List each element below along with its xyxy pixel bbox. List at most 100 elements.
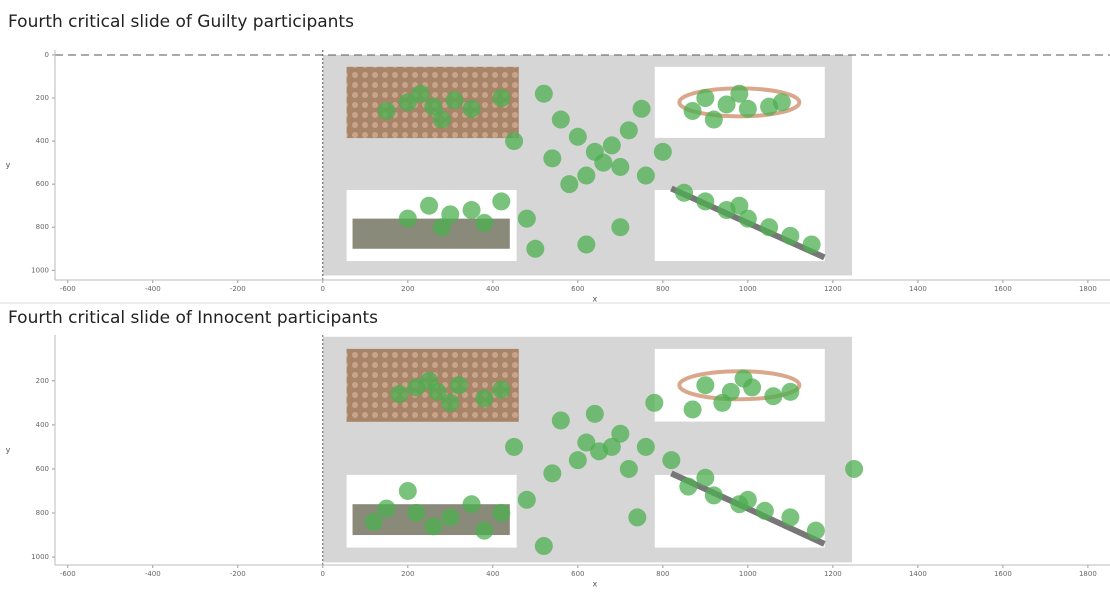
- gaze-point: [420, 371, 439, 390]
- gaze-point: [407, 504, 426, 523]
- y-axis-label: y: [6, 446, 11, 455]
- x-tick-label: 200: [401, 570, 414, 578]
- x-axis-label: x: [592, 295, 597, 304]
- gaze-point: [611, 218, 630, 237]
- gaze-point: [675, 183, 694, 202]
- x-tick-label: -400: [145, 570, 161, 578]
- gaze-point: [577, 433, 596, 452]
- gaze-point: [696, 468, 715, 487]
- gaze-point: [585, 404, 604, 423]
- gaze-point: [717, 95, 736, 114]
- x-tick-label: 1600: [994, 570, 1012, 578]
- x-tick-label: 1200: [824, 570, 842, 578]
- gaze-point: [475, 521, 494, 540]
- gaze-point: [636, 166, 655, 185]
- gaze-point: [645, 393, 664, 412]
- gaze-point: [492, 380, 511, 399]
- gaze-point: [560, 175, 579, 194]
- x-tick-label: -600: [60, 570, 76, 578]
- gaze-point: [611, 157, 630, 176]
- gaze-point: [683, 400, 702, 419]
- gaze-point: [781, 226, 800, 245]
- x-tick-label: 1600: [994, 285, 1012, 293]
- gaze-point: [534, 84, 553, 103]
- gaze-point: [755, 501, 774, 520]
- gaze-point: [704, 486, 723, 505]
- gaze-point: [662, 451, 681, 470]
- gaze-point: [713, 393, 732, 412]
- x-tick-label: 200: [401, 285, 414, 293]
- gaze-point: [505, 437, 524, 456]
- gaze-point: [551, 110, 570, 129]
- gaze-point: [806, 521, 825, 540]
- gaze-point: [781, 508, 800, 527]
- gaze-point: [432, 110, 451, 129]
- y-tick-label: 1000: [31, 553, 49, 561]
- gaze-point: [577, 166, 596, 185]
- x-tick-label: -600: [60, 285, 76, 293]
- gaze-point: [411, 84, 430, 103]
- gaze-point: [619, 121, 638, 140]
- gaze-point: [696, 192, 715, 211]
- gaze-point: [432, 218, 451, 237]
- x-tick-label: 1800: [1079, 570, 1097, 578]
- chart-title: Fourth critical slide of Guilty particip…: [8, 12, 354, 32]
- x-tick-label: 400: [486, 285, 499, 293]
- gaze-point: [398, 481, 417, 500]
- gaze-point: [611, 424, 630, 443]
- gaze-point: [505, 132, 524, 151]
- x-tick-label: -200: [230, 570, 246, 578]
- x-tick-label: -400: [145, 285, 161, 293]
- gaze-point: [679, 477, 698, 496]
- gaze-point: [462, 99, 481, 118]
- gaze-point: [517, 490, 536, 509]
- gaze-point: [390, 385, 409, 404]
- x-tick-label: 400: [486, 570, 499, 578]
- x-tick-label: 0: [321, 570, 325, 578]
- y-tick-label: 800: [36, 223, 49, 231]
- y-tick-label: 600: [36, 180, 49, 188]
- x-axis-label: x: [592, 580, 597, 589]
- y-tick-label: 200: [36, 377, 49, 385]
- y-tick-label: 600: [36, 465, 49, 473]
- x-tick-label: -200: [230, 285, 246, 293]
- gaze-point: [704, 110, 723, 129]
- gaze-point: [462, 201, 481, 220]
- x-tick-label: 1400: [909, 285, 927, 293]
- gaze-point: [781, 382, 800, 401]
- y-axis-label: y: [6, 161, 11, 170]
- gaze-point: [738, 490, 757, 509]
- gaze-point: [845, 459, 864, 478]
- gaze-point: [683, 101, 702, 120]
- x-tick-label: 1200: [824, 285, 842, 293]
- x-tick-label: 0: [321, 285, 325, 293]
- x-tick-label: 600: [571, 570, 584, 578]
- gaze-point: [420, 196, 439, 215]
- gaze-point: [772, 93, 791, 112]
- gaze-point: [568, 127, 587, 146]
- gaze-point: [543, 149, 562, 168]
- gaze-point: [764, 387, 783, 406]
- gaze-point: [696, 376, 715, 395]
- gaze-point: [377, 499, 396, 518]
- y-tick-label: 800: [36, 509, 49, 517]
- gaze-point: [517, 209, 536, 228]
- gaze-point: [602, 136, 621, 155]
- gaze-point: [424, 517, 443, 536]
- gaze-point: [449, 376, 468, 395]
- gaze-point: [526, 239, 545, 258]
- y-tick-label: 0: [45, 51, 49, 59]
- gaze-point: [738, 209, 757, 228]
- gaze-point: [492, 192, 511, 211]
- gaze-point: [475, 389, 494, 408]
- x-tick-label: 800: [656, 570, 669, 578]
- gaze-point: [398, 93, 417, 112]
- x-tick-label: 1800: [1079, 285, 1097, 293]
- gaze-point: [551, 411, 570, 430]
- gaze-point: [577, 235, 596, 254]
- y-tick-label: 200: [36, 94, 49, 102]
- gaze-point: [760, 218, 779, 237]
- gaze-point: [543, 464, 562, 483]
